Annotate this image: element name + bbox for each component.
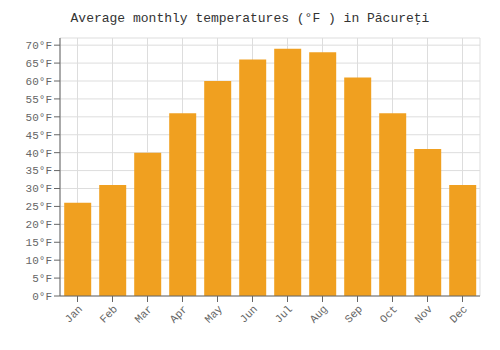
svg-text:30°F: 30°F <box>26 183 52 195</box>
svg-text:45°F: 45°F <box>26 130 52 142</box>
svg-text:Nov: Nov <box>413 303 436 326</box>
svg-text:25°F: 25°F <box>26 201 52 213</box>
svg-text:5°F: 5°F <box>32 273 52 285</box>
svg-text:Mar: Mar <box>133 303 155 325</box>
svg-text:Apr: Apr <box>168 303 190 325</box>
svg-text:Aug: Aug <box>308 303 330 325</box>
svg-text:20°F: 20°F <box>26 219 52 231</box>
svg-text:Jan: Jan <box>63 303 85 325</box>
svg-text:Jun: Jun <box>238 303 260 325</box>
svg-text:40°F: 40°F <box>26 148 52 160</box>
svg-text:Sep: Sep <box>343 303 365 325</box>
svg-text:Oct: Oct <box>378 303 400 325</box>
svg-text:Feb: Feb <box>98 303 120 325</box>
svg-text:May: May <box>203 303 226 326</box>
svg-text:10°F: 10°F <box>26 255 52 267</box>
svg-text:15°F: 15°F <box>26 237 52 249</box>
svg-text:0°F: 0°F <box>32 291 52 303</box>
html-text:Average monthly temperatures (: Average monthly temperatures (°F ) in Pă… <box>70 11 430 26</box>
svg-text:55°F: 55°F <box>26 94 52 106</box>
svg-text:Dec: Dec <box>448 303 470 325</box>
svg-text:35°F: 35°F <box>26 165 52 177</box>
svg-text:50°F: 50°F <box>26 112 52 124</box>
svg-text:Jul: Jul <box>273 303 295 325</box>
svg-text:65°F: 65°F <box>26 58 52 70</box>
svg-text:60°F: 60°F <box>26 76 52 88</box>
svg-text:70°F: 70°F <box>26 40 52 52</box>
